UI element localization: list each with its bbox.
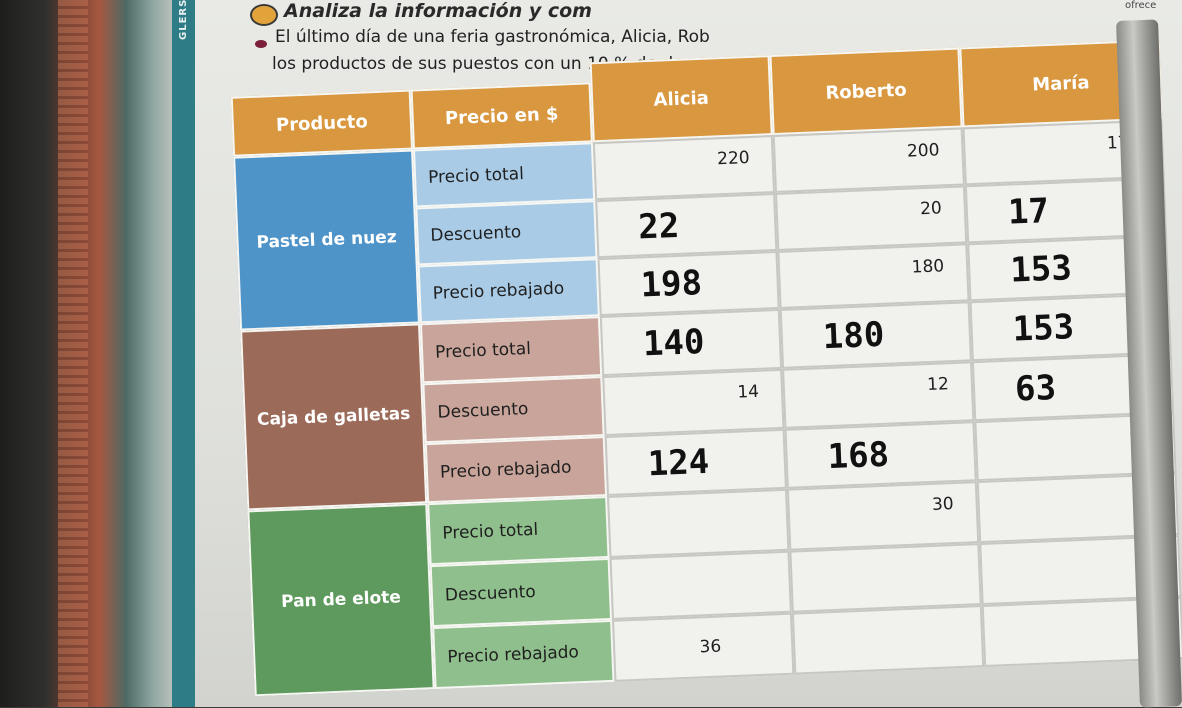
product-pan-de-elote: Pan de elote — [247, 503, 435, 697]
row-label: Precio rebajado — [417, 258, 600, 324]
product-caja-de-galletas: Caja de galletas — [240, 323, 428, 511]
cell-alicia[interactable]: 198 — [597, 250, 780, 317]
exercise-text-line-1: El último día de una feria gastronómica,… — [275, 27, 710, 47]
publisher-logo: GLERSA — [178, 0, 189, 40]
cell-roberto[interactable]: 30 — [786, 481, 980, 551]
col-header-alicia: Alicia — [589, 55, 773, 143]
question-icon — [250, 4, 278, 26]
margin-text: ofrece — [1125, 0, 1157, 11]
row-label: Precio rebajado — [432, 619, 615, 690]
line2-start: los productos de sus puestos con un 10 % — [272, 54, 631, 74]
col-header-precio: Precio en $ — [410, 82, 593, 150]
book-edge — [0, 0, 180, 707]
page-stack — [58, 0, 88, 707]
cell-alicia[interactable] — [609, 550, 792, 620]
row-label: Descuento — [422, 376, 605, 444]
row-label: Descuento — [415, 200, 598, 266]
cell-alicia[interactable]: 36 — [612, 612, 795, 682]
product-pastel-de-nuez: Pastel de nuez — [233, 149, 420, 331]
cell-alicia[interactable]: 124 — [604, 428, 787, 496]
row-label: Precio total — [419, 316, 603, 384]
row-label: Precio total — [413, 142, 596, 208]
cell-alicia[interactable] — [607, 488, 790, 558]
discount-table: Producto Precio en $ Alicia Roberto Marí… — [150, 39, 1182, 697]
col-header-producto: Producto — [230, 89, 414, 157]
cell-roberto[interactable]: 168 — [784, 421, 977, 489]
cell-alicia[interactable]: 14 — [602, 368, 785, 437]
exercise-title: Analiza la información y com — [284, 0, 592, 22]
row-label: Precio rebajado — [424, 436, 608, 504]
row-label: Precio total — [427, 495, 610, 566]
cell-alicia[interactable]: 22 — [595, 193, 778, 259]
cell-roberto[interactable] — [789, 543, 982, 613]
cell-roberto[interactable]: 180 — [777, 243, 970, 309]
col-header-roberto: Roberto — [769, 47, 963, 136]
cell-alicia[interactable]: 220 — [592, 135, 776, 201]
line1-start: El último día de una feria gastronómica,… — [275, 27, 710, 47]
bullet-icon — [255, 40, 267, 48]
cell-roberto[interactable]: 200 — [772, 127, 965, 194]
cell-roberto[interactable]: 180 — [779, 301, 972, 369]
row-label: Descuento — [429, 557, 613, 628]
cell-roberto[interactable] — [791, 605, 985, 675]
cell-roberto[interactable]: 12 — [782, 361, 975, 429]
cell-alicia[interactable]: 140 — [599, 308, 783, 377]
cell-roberto[interactable]: 20 — [775, 185, 968, 251]
